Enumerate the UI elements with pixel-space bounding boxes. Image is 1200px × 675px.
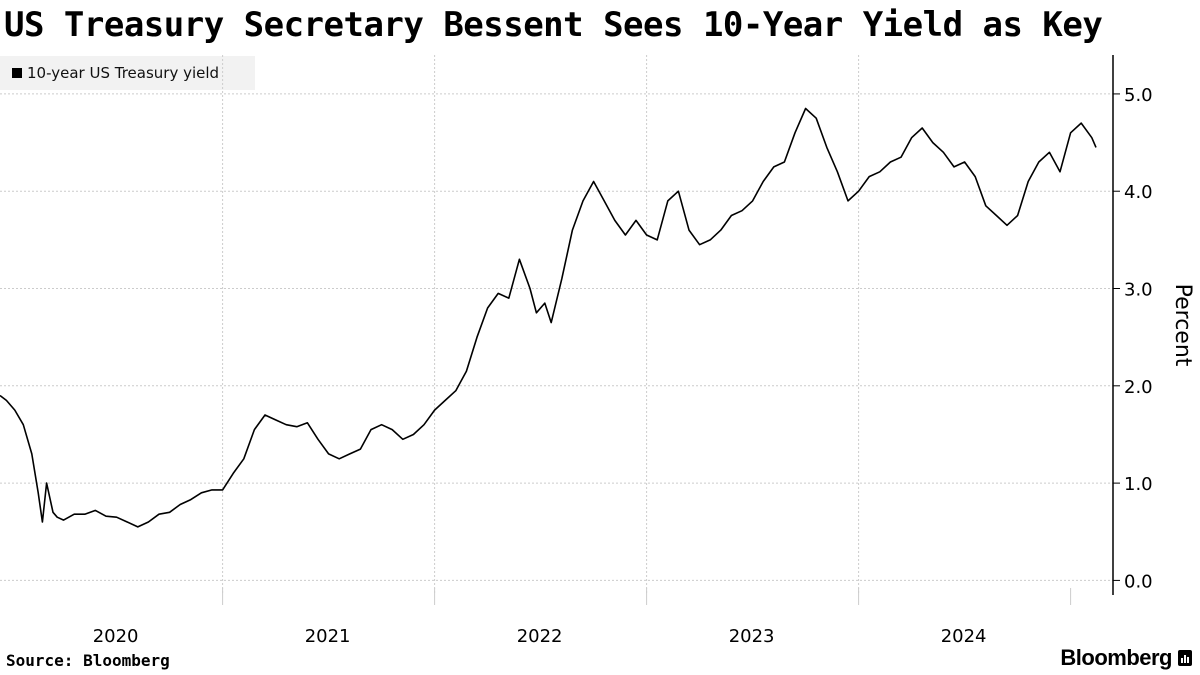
y-axis-title: Percent <box>1170 284 1195 367</box>
x-tick-labels: 2020 2021 2022 2023 2024 <box>93 626 987 647</box>
y-tick-label: 5.0 <box>1124 85 1153 106</box>
brand-logo: Bloomberg <box>1060 645 1192 671</box>
y-tick-label: 0.0 <box>1124 571 1153 592</box>
terminal-icon <box>1178 650 1192 666</box>
legend-swatch <box>12 68 22 78</box>
brand-name: Bloomberg <box>1060 645 1172 670</box>
x-tick-label: 2023 <box>729 626 775 647</box>
y-tick-labels: 0.0 1.0 2.0 3.0 4.0 5.0 <box>1124 85 1153 592</box>
y-axis <box>1112 55 1120 595</box>
grid <box>0 55 1113 605</box>
chart-title: US Treasury Secretary Bessent Sees 10-Ye… <box>4 5 1103 45</box>
y-tick-label: 1.0 <box>1124 474 1153 495</box>
series-line <box>0 107 1097 528</box>
x-tick-label: 2021 <box>305 626 351 647</box>
legend: 10-year US Treasury yield <box>0 56 255 90</box>
y-tick-label: 2.0 <box>1124 377 1153 398</box>
legend-label: 10-year US Treasury yield <box>27 64 220 82</box>
x-tick-label: 2022 <box>517 626 563 647</box>
series-lines <box>0 107 1097 528</box>
x-tick-label: 2024 <box>941 626 987 647</box>
source-note: Source: Bloomberg <box>6 651 170 670</box>
y-tick-label: 3.0 <box>1124 280 1153 301</box>
x-tick-label: 2020 <box>93 626 139 647</box>
y-tick-label: 4.0 <box>1124 182 1153 203</box>
